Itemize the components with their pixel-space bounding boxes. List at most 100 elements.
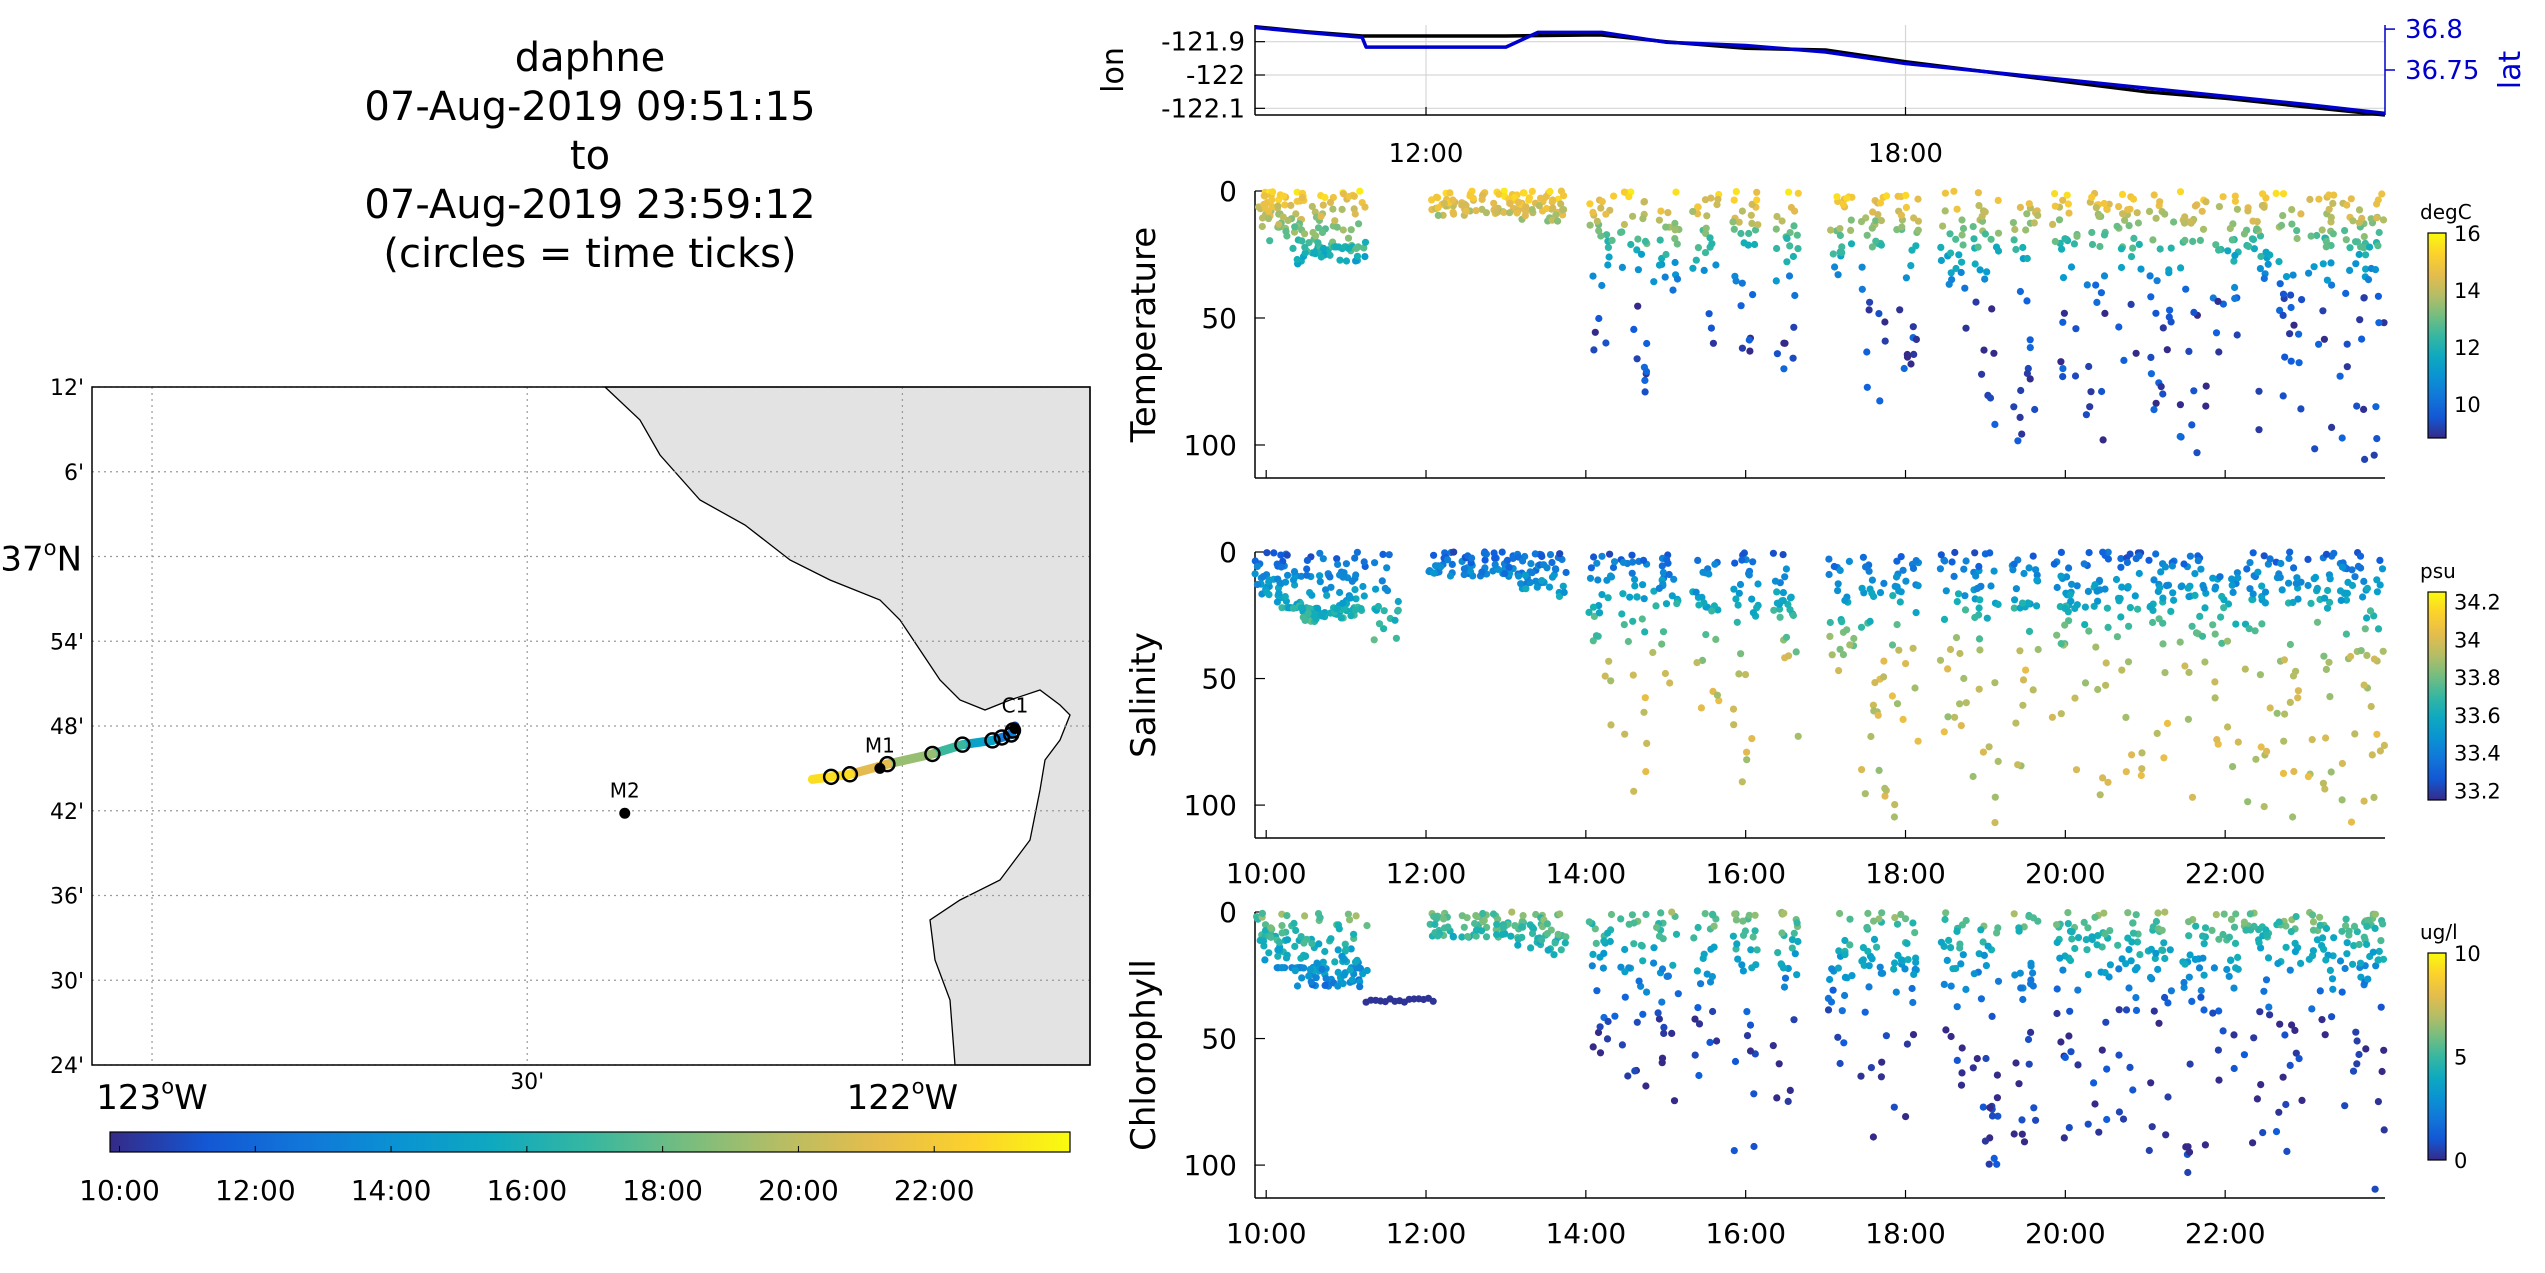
temperature-point xyxy=(1293,197,1301,205)
temperature-point xyxy=(2057,358,2065,366)
salinity-point xyxy=(2199,581,2207,590)
salinity-point xyxy=(1498,548,1506,556)
temperature-point xyxy=(1345,192,1353,201)
time-tick-circle xyxy=(822,768,840,786)
salinity-point xyxy=(2201,604,2209,612)
lon-tick-label: -121.9 xyxy=(1161,28,1245,58)
salinity-point xyxy=(1628,551,1636,559)
temperature-point xyxy=(1258,214,1267,222)
salinity-point xyxy=(2380,741,2388,750)
temperature-point xyxy=(1586,221,1594,229)
chlorophyll-point xyxy=(1258,909,1266,918)
chlorophyll-point xyxy=(1594,1028,1603,1037)
salinity-point xyxy=(1334,560,1342,569)
salinity-point xyxy=(1528,569,1536,577)
salinity-point xyxy=(2099,548,2107,556)
temperature-point xyxy=(2370,451,2378,459)
chlorophyll-point xyxy=(2030,1104,2038,1112)
temperature-point xyxy=(2061,235,2069,243)
temperature-point xyxy=(2288,220,2296,228)
salinity-point xyxy=(2209,574,2217,582)
chlorophyll-point xyxy=(2124,909,2132,917)
salinity-point xyxy=(2137,771,2145,780)
temperature-point xyxy=(1274,202,1282,210)
chlorophyll-point xyxy=(1876,963,1884,971)
temperature-point xyxy=(1778,217,1786,225)
salinity-point xyxy=(1779,597,1787,605)
chlorophyll-point xyxy=(1890,965,1898,973)
salinity-point xyxy=(2218,592,2226,601)
temperature-point xyxy=(1703,212,1711,220)
chlorophyll-point xyxy=(1585,918,1593,926)
chlorophyll-point xyxy=(2357,973,2365,981)
temperature-point xyxy=(2161,210,2169,218)
chlorophyll-point xyxy=(2326,966,2334,975)
chlorophyll-point xyxy=(2027,980,2035,988)
chlorophyll-point xyxy=(2164,999,2172,1007)
temperature-point xyxy=(1754,221,1762,229)
temperature-point xyxy=(2085,362,2093,371)
salinity-point xyxy=(1505,563,1513,571)
temperature-point xyxy=(1500,208,1508,216)
salinity-point xyxy=(2112,575,2121,584)
salinity-point xyxy=(2373,730,2381,738)
temperature-point xyxy=(1971,260,1979,268)
temperature-point xyxy=(1863,231,1871,239)
temperature-point xyxy=(2163,346,2171,354)
chlorophyll-point xyxy=(1273,964,1281,972)
station-marker-m1 xyxy=(874,762,886,774)
temperature-point xyxy=(2165,266,2173,274)
temperature-point xyxy=(1279,213,1287,221)
temperature-point xyxy=(1780,365,1788,373)
time-colorbar-tick-label: 14:00 xyxy=(351,1174,432,1207)
salinity-point xyxy=(1836,645,1844,653)
salinity-point xyxy=(1991,793,1999,801)
salinity-point xyxy=(2019,676,2028,684)
chlorophyll-point xyxy=(1561,939,1569,947)
temperature-point xyxy=(1620,220,1628,229)
salinity-point xyxy=(2159,640,2167,648)
chlorophyll-point xyxy=(1346,916,1354,924)
salinity-point xyxy=(1545,583,1554,591)
chlorophyll-point xyxy=(2234,965,2242,973)
temperature-depth-tick-label: 100 xyxy=(1184,429,1237,462)
chlorophyll-colorbar xyxy=(2427,952,2447,1161)
chlorophyll-point xyxy=(2155,1019,2163,1027)
salinity-point xyxy=(2245,625,2253,633)
salinity-point xyxy=(2325,658,2333,666)
salinity-depth-tick-label: 0 xyxy=(1219,536,1237,569)
salinity-point xyxy=(2363,614,2371,622)
salinity-point xyxy=(1253,562,1261,571)
chlorophyll-point xyxy=(2133,964,2141,972)
temperature-point xyxy=(1991,420,1999,428)
salinity-point xyxy=(2032,566,2040,574)
chlorophyll-point xyxy=(1668,908,1676,916)
chlorophyll-point xyxy=(1947,982,1955,990)
salinity-point xyxy=(1316,549,1324,557)
temperature-point xyxy=(2352,238,2360,246)
salinity-point xyxy=(1973,584,1981,593)
temperature-point xyxy=(1469,194,1477,202)
temperature-point xyxy=(2117,245,2125,253)
chlorophyll-point xyxy=(2292,1049,2300,1057)
salinity-point xyxy=(1665,570,1673,579)
salinity-point xyxy=(1741,671,1750,679)
temperature-point xyxy=(1331,217,1339,225)
temperature-point xyxy=(1630,325,1638,333)
chlorophyll-point xyxy=(2320,945,2328,953)
salinity-point xyxy=(1659,628,1668,636)
temperature-point xyxy=(2260,274,2268,283)
chlorophyll-point xyxy=(2329,985,2337,993)
salinity-point xyxy=(1379,550,1387,559)
salinity-point xyxy=(1876,589,1885,597)
temperature-point xyxy=(1785,272,1794,280)
salinity-point xyxy=(2367,702,2375,711)
chlorophyll-point xyxy=(2115,1051,2123,1059)
chlorophyll-point xyxy=(2308,1005,2316,1013)
temperature-point xyxy=(1521,212,1529,220)
salinity-point xyxy=(2254,568,2262,576)
salinity-point xyxy=(1673,600,1681,608)
salinity-point xyxy=(1519,557,1527,565)
salinity-point xyxy=(1655,584,1663,593)
temperature-point xyxy=(1745,336,1753,344)
